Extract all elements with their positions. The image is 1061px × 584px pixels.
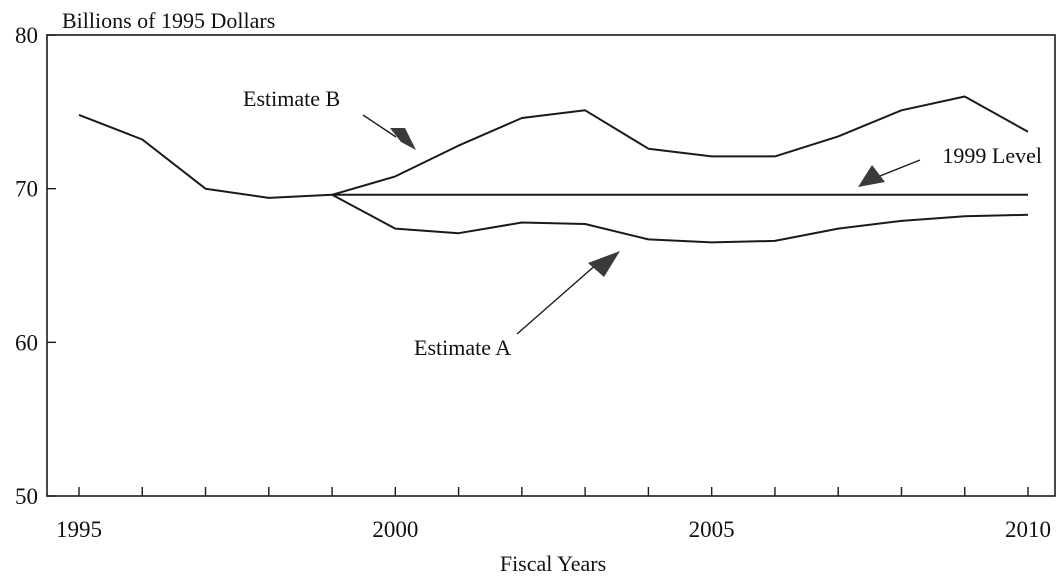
- x-tick-label: 2005: [689, 517, 735, 542]
- series-line-estimate-b: [331, 95, 1029, 196]
- annotation-label-level-1999: 1999 Level: [942, 143, 1042, 168]
- x-tick-label: 2010: [1005, 517, 1051, 542]
- annotation-label-estimate-a: Estimate A: [414, 335, 511, 360]
- x-axis-title: Fiscal Years: [500, 551, 606, 576]
- annotation-arrow-line: [516, 262, 599, 335]
- axis-ticks: [47, 34, 1029, 497]
- x-tick-label: 2000: [372, 517, 418, 542]
- y-tick-labels: 50 60 70 80: [15, 23, 38, 509]
- series-line-estimate-a: [331, 193, 1029, 244]
- annotation-label-estimate-b: Estimate B: [243, 86, 340, 111]
- y-tick-label: 60: [15, 330, 38, 355]
- annotations: Estimate B 1999 Level Estimate A: [243, 86, 1042, 360]
- y-tick-label: 80: [15, 23, 38, 48]
- arrow-head-icon: [390, 128, 416, 150]
- x-tick-label: 1995: [56, 517, 102, 542]
- y-axis-title: Billions of 1995 Dollars: [62, 8, 275, 33]
- x-tick-labels: 1995 2000 2005 2010: [56, 517, 1051, 542]
- plot-frame: [46, 34, 1056, 497]
- y-tick-label: 70: [15, 177, 38, 202]
- annotation-arrow-line: [362, 114, 397, 138]
- series-lines: [78, 95, 1029, 244]
- series-line-history: [78, 113, 333, 199]
- y-tick-label: 50: [15, 484, 38, 509]
- annotation-arrows: [362, 114, 921, 335]
- arrow-head-icon: [588, 251, 620, 277]
- annotation-arrow-line: [879, 159, 921, 177]
- arrow-head-icon: [858, 165, 885, 187]
